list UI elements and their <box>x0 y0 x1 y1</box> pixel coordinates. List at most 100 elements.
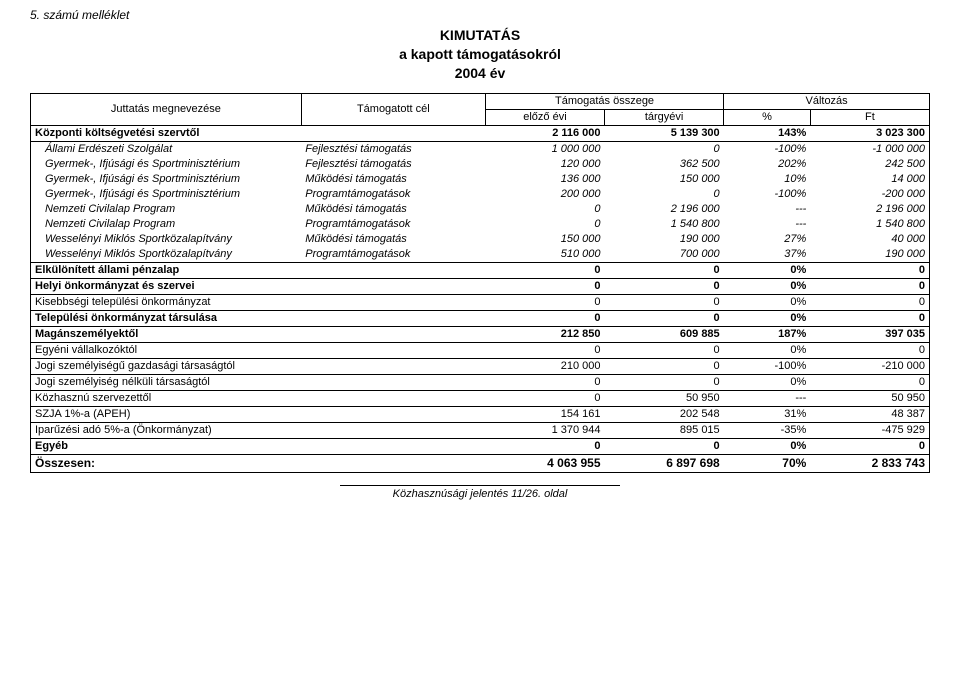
total-pct: 70% <box>724 454 811 472</box>
group-ft: 0 <box>810 310 929 326</box>
sub-pct: 37% <box>724 247 811 263</box>
sub-name: Wesselényi Miklós Sportközalapítvány <box>31 232 302 247</box>
sub-pct: -100% <box>724 187 811 202</box>
sub-curr: 0 <box>605 187 724 202</box>
group-title: Közhasznú szervezettől <box>31 390 486 406</box>
sub-ft: -200 000 <box>810 187 929 202</box>
group-curr: 609 885 <box>605 326 724 342</box>
total-ft: 2 833 743 <box>810 454 929 472</box>
sub-row: Nemzeti Civilalap ProgramMűködési támoga… <box>31 202 930 217</box>
sub-prev: 1 000 000 <box>485 141 604 157</box>
col-valtozas: Változás <box>724 93 930 109</box>
col-percent: % <box>724 109 811 125</box>
group-title: Egyéb <box>31 438 486 454</box>
group-prev: 0 <box>485 310 604 326</box>
group-pct: 0% <box>724 374 811 390</box>
group-curr: 0 <box>605 358 724 374</box>
sub-pct: --- <box>724 217 811 232</box>
group-title: Kisebbségi települési önkormányzat <box>31 294 486 310</box>
group-row: Elkülönített állami pénzalap000%0 <box>31 262 930 278</box>
total-title: Összesen: <box>31 454 486 472</box>
sub-name: Állami Erdészeti Szolgálat <box>31 141 302 157</box>
sub-curr: 2 196 000 <box>605 202 724 217</box>
sub-row: Állami Erdészeti SzolgálatFejlesztési tá… <box>31 141 930 157</box>
group-ft: 0 <box>810 374 929 390</box>
group-curr: 202 548 <box>605 406 724 422</box>
group-curr: 0 <box>605 342 724 358</box>
sub-ft: 2 196 000 <box>810 202 929 217</box>
group-ft: 0 <box>810 278 929 294</box>
sub-row: Gyermek-, Ifjúsági és SportminisztériumF… <box>31 157 930 172</box>
group-curr: 0 <box>605 262 724 278</box>
group-pct: 0% <box>724 262 811 278</box>
group-title: Jogi személyiség nélküli társaságtól <box>31 374 486 390</box>
group-row: Helyi önkormányzat és szervei000%0 <box>31 278 930 294</box>
sub-prev: 200 000 <box>485 187 604 202</box>
group-prev: 154 161 <box>485 406 604 422</box>
group-row: Jogi személyiség nélküli társaságtól000%… <box>31 374 930 390</box>
sub-name: Wesselényi Miklós Sportközalapítvány <box>31 247 302 263</box>
sub-goal: Működési támogatás <box>301 232 485 247</box>
group-curr: 0 <box>605 374 724 390</box>
sub-goal: Működési támogatás <box>301 172 485 187</box>
sub-goal: Programtámogatások <box>301 217 485 232</box>
group-pct: -100% <box>724 358 811 374</box>
group-title: Jogi személyiségű gazdasági társaságtól <box>31 358 486 374</box>
group-title: Iparűzési adó 5%-a (Önkormányzat) <box>31 422 486 438</box>
sub-name: Nemzeti Civilalap Program <box>31 217 302 232</box>
group-prev: 210 000 <box>485 358 604 374</box>
group-row: SZJA 1%-a (APEH)154 161202 54831%48 387 <box>31 406 930 422</box>
group-row: Iparűzési adó 5%-a (Önkormányzat)1 370 9… <box>31 422 930 438</box>
sub-row: Gyermek-, Ifjúsági és SportminisztériumM… <box>31 172 930 187</box>
group-pct: 31% <box>724 406 811 422</box>
group-curr: 0 <box>605 294 724 310</box>
group-row: Központi költségvetési szervtől2 116 000… <box>31 125 930 141</box>
group-title: Magánszemélyektől <box>31 326 486 342</box>
group-row: Magánszemélyektől212 850609 885187%397 0… <box>31 326 930 342</box>
group-ft: -475 929 <box>810 422 929 438</box>
sub-prev: 0 <box>485 217 604 232</box>
page-footer: Közhasznúsági jelentés 11/26. oldal <box>340 485 620 500</box>
sub-ft: 190 000 <box>810 247 929 263</box>
sub-prev: 510 000 <box>485 247 604 263</box>
group-prev: 0 <box>485 374 604 390</box>
attachment-number: 5. számú melléklet <box>30 8 930 22</box>
col-elozo-evi: előző évi <box>485 109 604 125</box>
heading-line-2: a kapott támogatásokról <box>399 46 561 62</box>
group-title: SZJA 1%-a (APEH) <box>31 406 486 422</box>
sub-row: Wesselényi Miklós SportközalapítványMűkö… <box>31 232 930 247</box>
total-row: Összesen:4 063 9556 897 69870%2 833 743 <box>31 454 930 472</box>
header-row-1: Juttatás megnevezése Támogatott cél Támo… <box>31 93 930 109</box>
group-prev: 0 <box>485 390 604 406</box>
total-prev: 4 063 955 <box>485 454 604 472</box>
group-ft: 0 <box>810 262 929 278</box>
group-pct: 143% <box>724 125 811 141</box>
page: 5. számú melléklet KIMUTATÁS a kapott tá… <box>0 0 960 699</box>
sub-curr: 150 000 <box>605 172 724 187</box>
sub-curr: 700 000 <box>605 247 724 263</box>
group-curr: 5 139 300 <box>605 125 724 141</box>
group-ft: 3 023 300 <box>810 125 929 141</box>
group-row: Egyéb000%0 <box>31 438 930 454</box>
total-curr: 6 897 698 <box>605 454 724 472</box>
sub-row: Gyermek-, Ifjúsági és SportminisztériumP… <box>31 187 930 202</box>
group-ft: 397 035 <box>810 326 929 342</box>
sub-pct: 10% <box>724 172 811 187</box>
sub-prev: 0 <box>485 202 604 217</box>
sub-ft: 14 000 <box>810 172 929 187</box>
sub-ft: -1 000 000 <box>810 141 929 157</box>
group-row: Közhasznú szervezettől050 950---50 950 <box>31 390 930 406</box>
support-table: Juttatás megnevezése Támogatott cél Támo… <box>30 93 930 473</box>
group-prev: 1 370 944 <box>485 422 604 438</box>
group-title: Központi költségvetési szervtől <box>31 125 486 141</box>
sub-name: Gyermek-, Ifjúsági és Sportminisztérium <box>31 157 302 172</box>
heading-line-3: 2004 év <box>455 65 506 81</box>
main-heading: KIMUTATÁS a kapott támogatásokról 2004 é… <box>30 26 930 83</box>
group-ft: 0 <box>810 294 929 310</box>
sub-ft: 40 000 <box>810 232 929 247</box>
sub-curr: 1 540 800 <box>605 217 724 232</box>
group-curr: 0 <box>605 310 724 326</box>
group-pct: 0% <box>724 310 811 326</box>
group-prev: 0 <box>485 438 604 454</box>
sub-name: Nemzeti Civilalap Program <box>31 202 302 217</box>
